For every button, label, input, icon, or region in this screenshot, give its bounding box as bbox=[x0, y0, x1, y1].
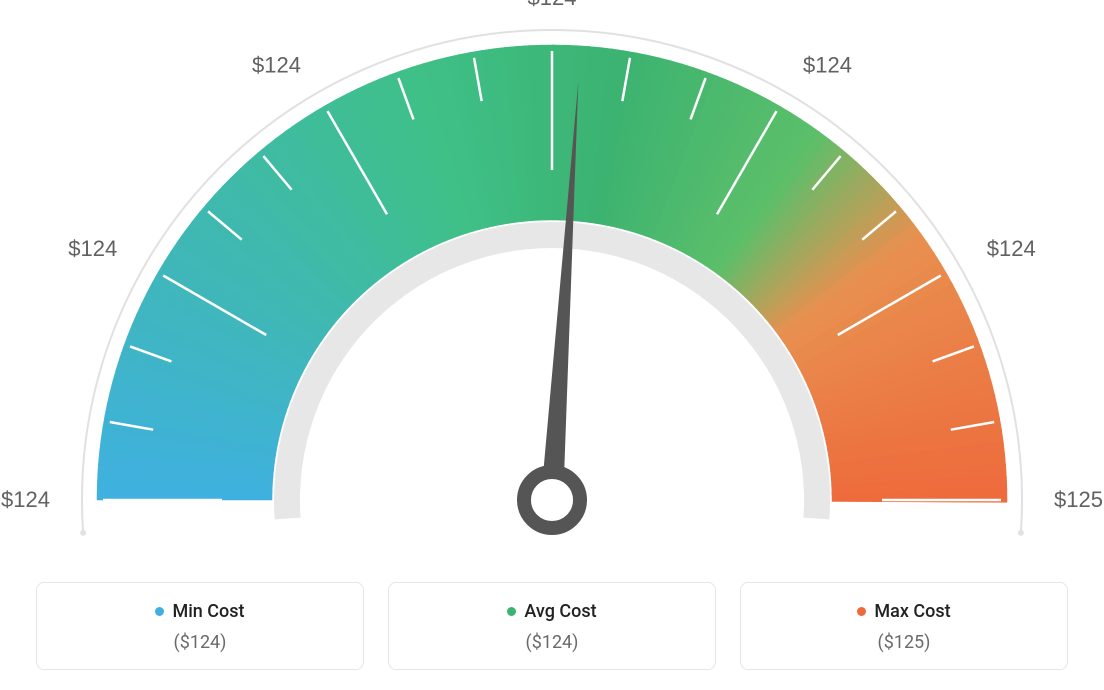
legend-label-min: Min Cost bbox=[172, 601, 244, 622]
legend-card-avg: Avg Cost ($124) bbox=[388, 582, 716, 670]
gauge-needle-hub bbox=[524, 472, 580, 528]
legend-title-max: Max Cost bbox=[857, 601, 950, 622]
gauge-svg: $124 $124 $124 $124 $124 $124 $125 bbox=[0, 0, 1104, 560]
legend-label-max: Max Cost bbox=[874, 601, 950, 622]
legend-row: Min Cost ($124) Avg Cost ($124) Max Cost… bbox=[36, 582, 1068, 670]
legend-card-min: Min Cost ($124) bbox=[36, 582, 364, 670]
gauge-tick-label: $124 bbox=[68, 236, 117, 261]
legend-label-avg: Avg Cost bbox=[524, 601, 596, 622]
legend-title-avg: Avg Cost bbox=[507, 601, 596, 622]
legend-card-max: Max Cost ($125) bbox=[740, 582, 1068, 670]
legend-value-min: ($124) bbox=[49, 632, 351, 653]
gauge-outer-arc-cap bbox=[1018, 530, 1024, 536]
dot-avg bbox=[507, 607, 516, 616]
gauge-tick-label: $124 bbox=[528, 0, 577, 10]
gauge-outer-arc-cap bbox=[80, 530, 86, 536]
dot-min bbox=[155, 607, 164, 616]
legend-value-max: ($125) bbox=[753, 632, 1055, 653]
legend-title-min: Min Cost bbox=[155, 601, 244, 622]
dot-max bbox=[857, 607, 866, 616]
cost-gauge: $124 $124 $124 $124 $124 $124 $125 bbox=[0, 0, 1104, 560]
legend-value-avg: ($124) bbox=[401, 632, 703, 653]
gauge-tick-label: $124 bbox=[1, 487, 50, 512]
gauge-tick-label: $124 bbox=[803, 52, 852, 77]
gauge-tick-label: $124 bbox=[987, 236, 1036, 261]
gauge-tick-label: $124 bbox=[252, 52, 301, 77]
gauge-tick-label: $125 bbox=[1054, 487, 1103, 512]
